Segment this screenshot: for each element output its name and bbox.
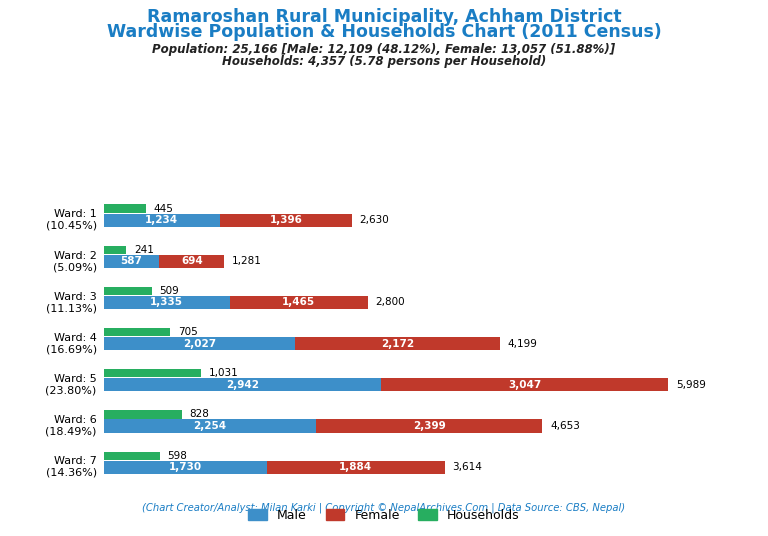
Text: 241: 241: [134, 245, 154, 255]
Bar: [104, 378, 381, 391]
Bar: [104, 328, 170, 336]
Bar: [316, 419, 542, 433]
Bar: [104, 205, 146, 213]
Legend: Male, Female, Households: Male, Female, Households: [243, 504, 525, 527]
Bar: [104, 296, 230, 309]
Text: 2,800: 2,800: [376, 297, 405, 308]
Text: 1,281: 1,281: [232, 256, 262, 266]
Text: 3,047: 3,047: [508, 380, 541, 390]
Bar: [104, 337, 295, 350]
Text: 1,031: 1,031: [208, 368, 238, 378]
Text: 2,254: 2,254: [194, 421, 227, 431]
Text: 587: 587: [121, 256, 142, 266]
Text: 1,730: 1,730: [169, 462, 202, 472]
Text: 598: 598: [167, 451, 187, 460]
Bar: [230, 296, 368, 309]
Text: Wardwise Population & Households Chart (2011 Census): Wardwise Population & Households Chart (…: [107, 23, 661, 41]
Text: 509: 509: [159, 286, 179, 296]
Text: 445: 445: [153, 204, 173, 214]
Bar: [104, 213, 220, 227]
Text: 1,396: 1,396: [270, 215, 303, 225]
Text: 4,653: 4,653: [550, 421, 580, 431]
Bar: [295, 337, 500, 350]
Text: 2,630: 2,630: [359, 215, 389, 225]
Bar: [104, 287, 152, 295]
Text: Ramaroshan Rural Municipality, Achham District: Ramaroshan Rural Municipality, Achham Di…: [147, 8, 621, 26]
Text: 2,027: 2,027: [183, 339, 216, 348]
Bar: [104, 369, 201, 377]
Text: 2,942: 2,942: [226, 380, 259, 390]
Bar: [104, 419, 316, 433]
Bar: [266, 460, 445, 474]
Text: 828: 828: [189, 410, 209, 420]
Text: 694: 694: [181, 256, 203, 266]
Text: 2,399: 2,399: [413, 421, 445, 431]
Text: 1,234: 1,234: [145, 215, 178, 225]
Text: (Chart Creator/Analyst: Milan Karki | Copyright © NepalArchives.Com | Data Sourc: (Chart Creator/Analyst: Milan Karki | Co…: [142, 503, 626, 513]
Bar: [104, 411, 182, 419]
Bar: [381, 378, 668, 391]
Bar: [104, 245, 127, 254]
Text: 5,989: 5,989: [676, 380, 706, 390]
Text: 1,465: 1,465: [282, 297, 315, 308]
Text: 705: 705: [177, 327, 197, 337]
Bar: [220, 213, 352, 227]
Bar: [104, 451, 160, 460]
Bar: [104, 255, 159, 268]
Text: 3,614: 3,614: [452, 462, 482, 472]
Text: 4,199: 4,199: [507, 339, 537, 348]
Text: 1,884: 1,884: [339, 462, 372, 472]
Bar: [159, 255, 224, 268]
Text: Population: 25,166 [Male: 12,109 (48.12%), Female: 13,057 (51.88%)]: Population: 25,166 [Male: 12,109 (48.12%…: [152, 43, 616, 56]
Bar: [104, 460, 266, 474]
Text: Households: 4,357 (5.78 persons per Household): Households: 4,357 (5.78 persons per Hous…: [222, 55, 546, 68]
Text: 1,335: 1,335: [150, 297, 183, 308]
Text: 2,172: 2,172: [381, 339, 414, 348]
